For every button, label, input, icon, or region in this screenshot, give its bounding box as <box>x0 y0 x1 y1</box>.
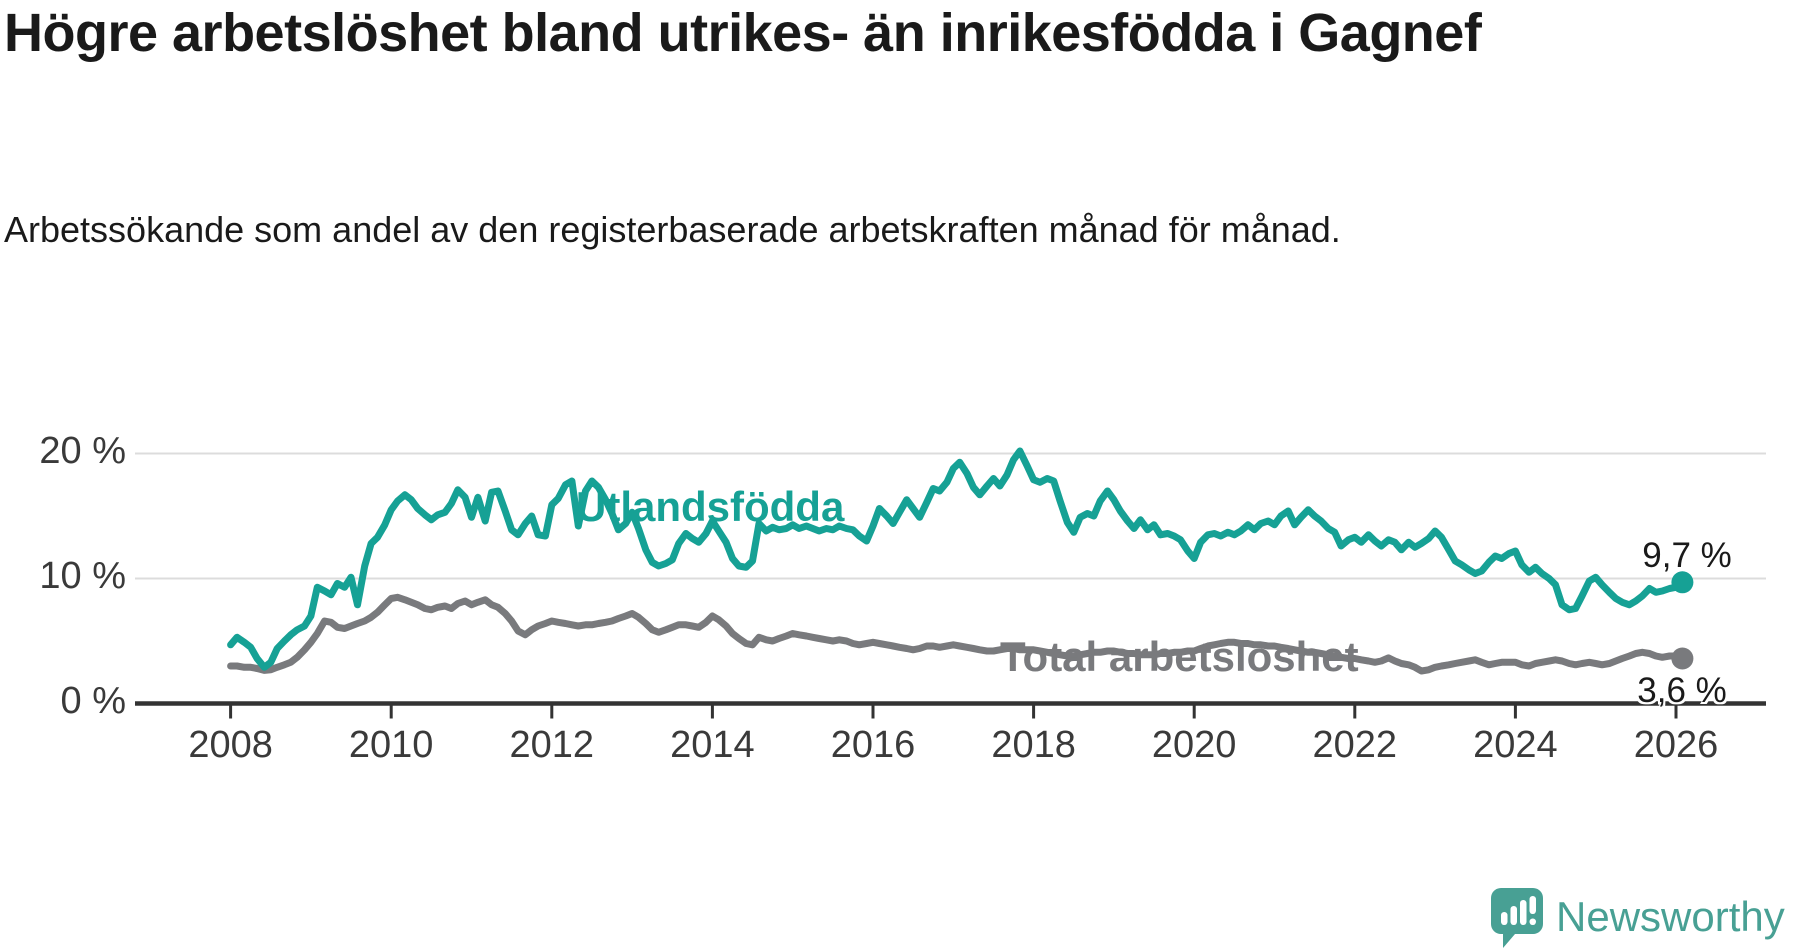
x-tick-label-2018: 2018 <box>991 724 1076 766</box>
x-tick-label-2016: 2016 <box>830 724 916 766</box>
series-line-total-arbetsloshet <box>227 593 1686 675</box>
x-tick-label-2020: 2020 <box>1151 724 1237 766</box>
series-end-dot-total-arbetsloshet <box>1671 647 1694 670</box>
chart-title: Högre arbetslöshet bland utrikes- än inr… <box>4 3 1482 63</box>
chart-subtitle: Arbetssökande som andel av den registerb… <box>4 209 1341 250</box>
x-tick-label-2012: 2012 <box>509 724 595 766</box>
series-label-total-arbetsloshet: Total arbetslöshet <box>1000 633 1359 680</box>
y-tick-label-0: 0 % <box>60 679 126 722</box>
y-tick-label-20: 20 % <box>39 429 126 472</box>
series-line-utlandsfodda <box>227 447 1686 671</box>
x-tick-label-2026: 2026 <box>1633 724 1719 766</box>
x-tick-label-2014: 2014 <box>670 724 755 766</box>
newsworthy-logo-icon <box>1491 888 1543 948</box>
end-value-label-total: 3,6 % <box>1637 671 1727 710</box>
x-tick-label-2010: 2010 <box>348 724 434 766</box>
x-tick-label-2008: 2008 <box>188 724 273 766</box>
y-tick-label-10: 10 % <box>39 554 126 597</box>
brand-name: Newsworthy <box>1556 893 1785 940</box>
series-label-utlandsfodda: Utlandsfödda <box>576 483 845 530</box>
x-tick-label-2024: 2024 <box>1473 724 1558 766</box>
x-tick-label-2022: 2022 <box>1312 724 1398 766</box>
end-value-label-utlandsfodda: 9,7 % <box>1642 536 1732 575</box>
